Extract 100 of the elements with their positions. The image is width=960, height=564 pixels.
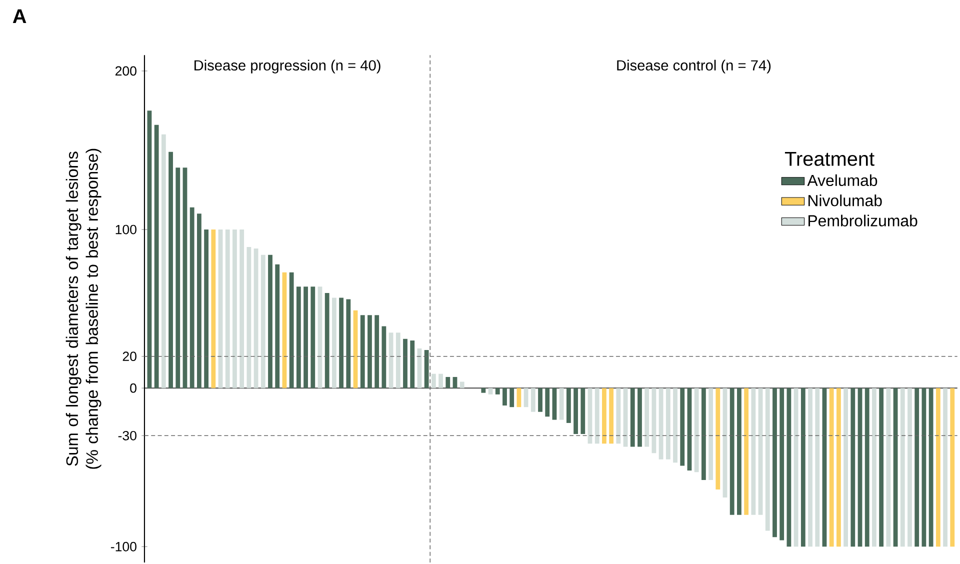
bar bbox=[580, 388, 586, 434]
y-tick-label: -30 bbox=[118, 431, 136, 440]
bar bbox=[168, 152, 173, 388]
bar bbox=[289, 272, 294, 388]
bar bbox=[182, 168, 188, 388]
bar bbox=[310, 286, 316, 388]
bar bbox=[808, 388, 812, 547]
bar bbox=[716, 388, 720, 490]
bar bbox=[431, 374, 436, 388]
bar bbox=[730, 388, 734, 516]
legend-label: Nivolumab bbox=[808, 194, 882, 206]
bar bbox=[481, 388, 486, 393]
bar bbox=[246, 247, 252, 388]
bar bbox=[154, 124, 159, 388]
bar bbox=[872, 388, 876, 547]
bar bbox=[460, 382, 464, 388]
annotation: Disease progression (n = 40) bbox=[194, 60, 380, 74]
bar bbox=[346, 299, 351, 388]
bar bbox=[630, 388, 635, 447]
bar bbox=[772, 388, 777, 538]
bar bbox=[744, 388, 749, 516]
bar bbox=[368, 315, 372, 388]
bar bbox=[914, 388, 920, 547]
bar bbox=[304, 286, 308, 388]
y-tick-label: 200 bbox=[115, 66, 136, 76]
bar bbox=[161, 134, 166, 388]
bar bbox=[886, 388, 891, 547]
y-tick-label: 100 bbox=[116, 224, 136, 234]
bar bbox=[786, 388, 792, 547]
bar bbox=[737, 388, 742, 516]
bar bbox=[722, 388, 728, 498]
bar bbox=[780, 388, 784, 540]
bar bbox=[794, 388, 798, 547]
bar bbox=[658, 388, 664, 460]
bar bbox=[260, 254, 266, 388]
bar bbox=[588, 388, 592, 444]
bar bbox=[609, 388, 614, 444]
bar bbox=[232, 230, 237, 388]
bar bbox=[296, 286, 301, 388]
bar bbox=[353, 310, 358, 388]
bar bbox=[559, 388, 564, 420]
bar bbox=[516, 388, 522, 408]
bar bbox=[879, 388, 884, 547]
bar bbox=[638, 388, 642, 447]
bar bbox=[488, 388, 493, 395]
bar bbox=[950, 388, 955, 547]
bar bbox=[196, 214, 202, 388]
bar bbox=[680, 388, 685, 466]
bar bbox=[324, 293, 330, 388]
bar bbox=[510, 388, 514, 408]
bar bbox=[928, 388, 934, 547]
bar bbox=[936, 388, 940, 547]
bar bbox=[204, 230, 209, 388]
bar bbox=[943, 388, 948, 547]
bar bbox=[538, 388, 542, 412]
bar bbox=[524, 388, 528, 408]
bar bbox=[616, 388, 621, 444]
bar bbox=[751, 388, 756, 516]
bar bbox=[502, 388, 507, 406]
bar bbox=[844, 388, 848, 547]
bar bbox=[765, 388, 770, 531]
bar bbox=[829, 388, 834, 547]
bar bbox=[836, 388, 841, 547]
bar bbox=[225, 230, 230, 388]
bar bbox=[410, 340, 415, 388]
bar bbox=[815, 388, 820, 547]
bar bbox=[758, 388, 763, 516]
bar bbox=[275, 264, 280, 388]
bar bbox=[176, 168, 180, 388]
bar bbox=[446, 377, 450, 388]
bar bbox=[403, 339, 408, 388]
bar bbox=[701, 388, 706, 480]
y-tick-label: 20 bbox=[122, 352, 136, 362]
bar bbox=[218, 230, 223, 388]
bar bbox=[822, 388, 827, 547]
bar bbox=[602, 388, 606, 444]
bar bbox=[332, 298, 336, 388]
bar bbox=[382, 326, 386, 388]
bar bbox=[574, 388, 578, 434]
bar bbox=[708, 388, 713, 480]
bar bbox=[552, 388, 557, 420]
y-axis-title: Sum of longest diameters of target lesions (% change from baseline to best response) bbox=[66, 148, 102, 469]
annotation: Disease control (n = 74) bbox=[617, 60, 771, 74]
bar bbox=[268, 254, 272, 388]
bar bbox=[545, 388, 550, 417]
bar bbox=[594, 388, 600, 444]
bar bbox=[530, 388, 536, 412]
bar bbox=[694, 388, 699, 472]
bar bbox=[147, 110, 152, 388]
bar bbox=[254, 248, 258, 388]
bar bbox=[800, 388, 806, 547]
bar bbox=[652, 388, 656, 454]
bar bbox=[858, 388, 862, 547]
bar bbox=[864, 388, 870, 547]
bar bbox=[566, 388, 571, 424]
bar bbox=[282, 272, 287, 388]
legend-label: Avelumab bbox=[807, 174, 878, 186]
bar bbox=[438, 374, 443, 388]
bar bbox=[318, 286, 322, 388]
bar bbox=[396, 332, 400, 388]
